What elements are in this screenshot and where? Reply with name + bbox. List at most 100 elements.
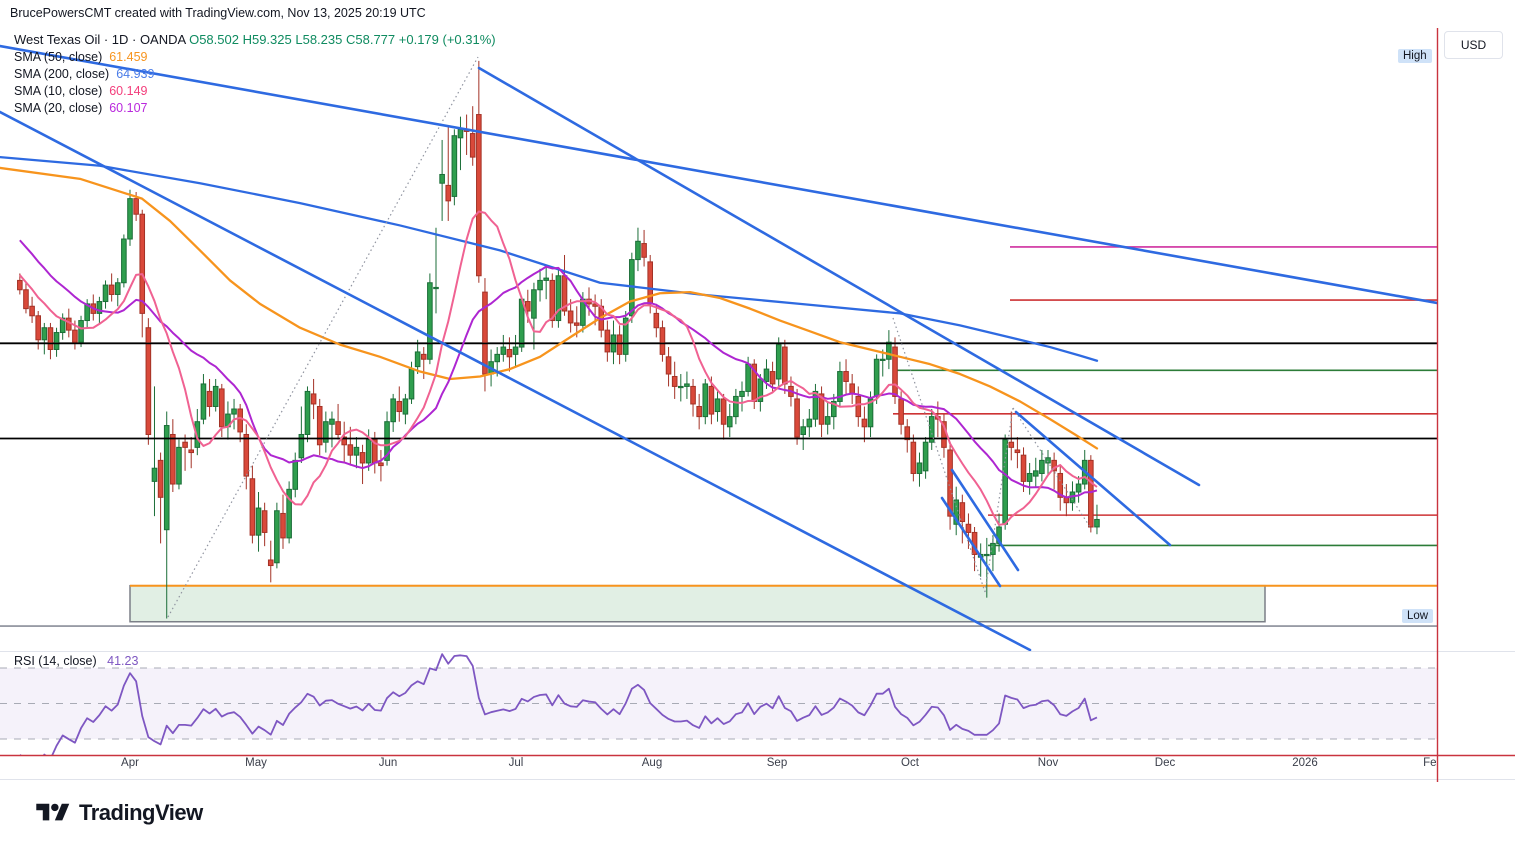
time-axis-label: Jun <box>378 757 398 769</box>
pattern-dotted-line[interactable] <box>984 407 1014 593</box>
candle-body <box>127 198 133 240</box>
candle-body <box>108 284 115 295</box>
candle-body <box>690 385 696 405</box>
candle-body <box>555 275 562 322</box>
currency-selector[interactable]: USD <box>1444 31 1503 59</box>
time-axis-label: Dec <box>1154 757 1176 769</box>
ohlc-close: C58.777 <box>345 32 396 47</box>
tradingview-logo-icon <box>36 803 70 821</box>
pattern-dotted-line[interactable] <box>167 56 479 618</box>
candle-body <box>219 388 225 428</box>
footer-logo[interactable]: TradingView <box>36 800 203 826</box>
time-axis[interactable]: Apr May Jun Jul Aug Sep Oct Nov Dec 2026 Feb <box>0 757 1437 779</box>
trendline[interactable] <box>940 496 1002 588</box>
candle-body <box>855 395 862 418</box>
time-axis-label: 2026 <box>1292 757 1318 769</box>
trendline[interactable] <box>950 468 1020 572</box>
candle-body <box>255 507 262 536</box>
candle-body <box>170 433 176 485</box>
trendline[interactable] <box>0 110 1032 652</box>
candle-body <box>922 441 929 472</box>
indicator-label: SMA (200, close) <box>14 67 110 81</box>
candle-body <box>1014 449 1021 454</box>
symbol-legend[interactable]: West Texas Oil · 1D · OANDA O58.502 H59.… <box>14 32 496 47</box>
candle-body <box>445 184 452 202</box>
candle-body <box>671 375 678 387</box>
candle-body <box>604 329 611 353</box>
candle-body <box>17 279 23 291</box>
candle-body <box>341 436 347 446</box>
brand-name: TradingView <box>79 800 203 825</box>
indicator-row-sma20[interactable]: SMA (20, close) 60.107 <box>14 101 147 115</box>
candle-body <box>408 368 415 400</box>
time-axis-label: Apr <box>121 757 139 769</box>
candle-body <box>892 346 898 397</box>
candle-body <box>1094 518 1100 528</box>
candle-body <box>806 418 813 428</box>
candle-body <box>1045 457 1051 464</box>
candle-body <box>1075 483 1082 493</box>
candle-body <box>1020 454 1027 482</box>
indicator-row-rsi[interactable]: RSI (14, close) 41.23 <box>14 654 138 668</box>
candle-body <box>782 346 788 385</box>
candle-body <box>965 523 972 533</box>
candle-body <box>928 416 935 443</box>
candle-body <box>916 462 923 474</box>
candle-body <box>837 371 843 402</box>
candle-body <box>990 542 996 555</box>
candle-body <box>494 353 500 363</box>
time-axis-label: Jul <box>508 757 524 769</box>
candle-body <box>653 312 660 329</box>
candle-body <box>359 452 366 464</box>
pattern-dotted-line[interactable] <box>1012 407 1091 528</box>
candle-body <box>812 390 819 420</box>
price-axis[interactable]: 78.00076.00074.00072.00070.00068.00066.0… <box>1438 28 1515 780</box>
candle-body <box>280 512 286 539</box>
candle-body <box>831 400 837 418</box>
candle-body <box>739 390 745 397</box>
candle-body <box>329 418 335 425</box>
candle-body <box>163 425 170 531</box>
candle-body <box>800 426 807 435</box>
indicator-row-sma50[interactable]: SMA (50, close) 61.459 <box>14 50 147 64</box>
candle-body <box>763 368 770 382</box>
candle-body <box>316 405 323 446</box>
candle-body <box>708 385 715 415</box>
candle-body <box>114 282 121 295</box>
candle-body <box>47 327 54 350</box>
indicator-row-sma200[interactable]: SMA (200, close) 64.939 <box>14 67 154 81</box>
candle-body <box>873 358 880 397</box>
candle-body <box>1088 459 1094 528</box>
candle-body <box>775 344 782 380</box>
candle-body <box>420 353 427 360</box>
indicator-value: 60.107 <box>109 101 148 115</box>
trendline[interactable] <box>477 66 1201 487</box>
ohlc-open: O58.502 <box>189 32 239 47</box>
candle-body <box>78 320 84 343</box>
indicator-value: 61.459 <box>109 50 148 64</box>
candle-body <box>427 282 433 360</box>
candle-body <box>200 383 207 420</box>
candle-body <box>402 398 409 415</box>
support-zone-box[interactable] <box>129 584 1266 623</box>
candle-body <box>249 478 256 536</box>
candle-body <box>451 135 458 197</box>
trendline[interactable] <box>1014 410 1172 547</box>
attribution-text: BrucePowersCMT created with TradingView.… <box>10 6 426 20</box>
candle-body <box>861 418 868 428</box>
candle-body <box>1039 459 1045 474</box>
candle-body <box>231 408 237 415</box>
indicator-row-sma10[interactable]: SMA (10, close) 60.149 <box>14 84 147 98</box>
candle-body <box>310 393 317 405</box>
pattern-dotted-line[interactable] <box>892 317 986 593</box>
candle-body <box>1051 459 1057 472</box>
candle-body <box>53 332 60 350</box>
indicator-value: 60.149 <box>109 84 148 98</box>
candle-body <box>714 398 721 413</box>
candle-body <box>959 502 966 523</box>
candle-body <box>886 341 892 360</box>
trendline[interactable] <box>0 44 1437 305</box>
candle-body <box>665 356 672 375</box>
candle-body <box>433 286 439 290</box>
